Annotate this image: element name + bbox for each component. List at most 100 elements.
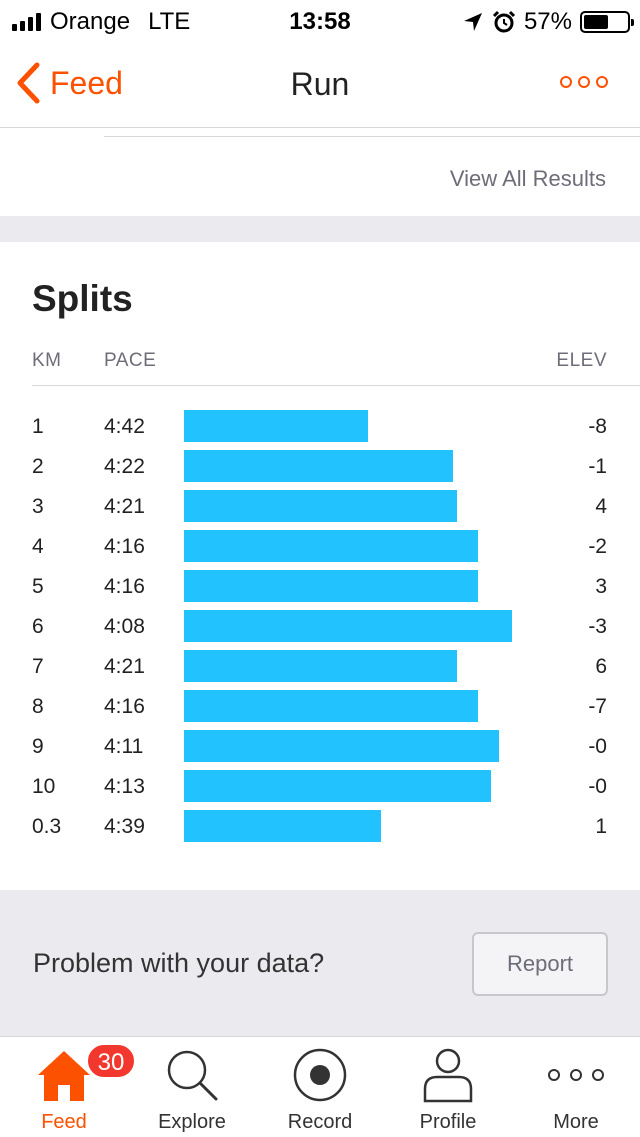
split-km: 9: [32, 735, 44, 758]
split-km: 6: [32, 615, 44, 638]
chevron-left-icon: [17, 62, 40, 104]
split-pace-bar: [184, 690, 478, 722]
split-elevation: -0: [588, 735, 607, 758]
page-title: Run: [290, 66, 350, 102]
split-pace-bar: [184, 730, 499, 762]
problem-text: Problem with your data?: [33, 948, 325, 978]
split-km: 5: [32, 575, 44, 598]
status-time: 13:58: [289, 8, 351, 35]
record-icon: [293, 1048, 347, 1102]
tab-label: Record: [287, 1111, 353, 1133]
split-elevation: 6: [595, 655, 607, 678]
pace-column-header: PACE: [104, 350, 157, 371]
elev-column-header: ELEV: [556, 350, 607, 371]
dot-icon: [596, 76, 608, 88]
more-options-button[interactable]: [560, 76, 608, 88]
split-pace: 4:16: [104, 695, 145, 718]
split-pace: 4:42: [104, 415, 145, 438]
tab-bar: 30 Feed Explore Record Profile: [0, 1036, 640, 1136]
tab-more[interactable]: More: [512, 1037, 640, 1137]
split-pace-bar: [184, 810, 381, 842]
navigation-bar: Feed Run: [0, 40, 640, 128]
alarm-icon: [492, 10, 516, 33]
split-pace: 4:16: [104, 535, 145, 558]
notification-badge: 30: [86, 1043, 136, 1079]
tab-feed[interactable]: 30 Feed: [0, 1037, 136, 1137]
report-button[interactable]: Report: [472, 932, 608, 996]
tab-label: Explore: [158, 1111, 226, 1133]
split-km: 1: [32, 415, 44, 438]
split-pace-bar: [184, 650, 457, 682]
split-row: 3 4:21 4: [0, 486, 640, 526]
problem-section: Problem with your data? Report: [0, 890, 640, 1036]
split-pace: 4:16: [104, 575, 145, 598]
split-elevation: -8: [588, 415, 607, 438]
split-elevation: -1: [588, 455, 607, 478]
split-pace-bar: [184, 490, 457, 522]
network-type: LTE: [148, 8, 191, 35]
split-elevation: -2: [588, 535, 607, 558]
signal-icon: [12, 13, 41, 31]
split-pace: 4:22: [104, 455, 145, 478]
dot-icon: [560, 76, 572, 88]
split-km: 0.3: [32, 815, 62, 838]
divider: [104, 136, 640, 137]
battery-icon: [580, 11, 634, 33]
split-elevation: -7: [588, 695, 607, 718]
split-km: 7: [32, 655, 44, 678]
battery-percent: 57%: [523, 8, 572, 35]
splits-card: Splits KM PACE ELEV 1 4:42 -8 2 4:22 -1 3 4:21 4…: [0, 242, 640, 890]
split-row: 1 4:42 -8: [0, 406, 640, 446]
section-separator: [0, 216, 640, 242]
split-elevation: 3: [595, 575, 607, 598]
split-elevation: 1: [595, 815, 607, 838]
split-km: 8: [32, 695, 44, 718]
dot-icon: [578, 76, 590, 88]
split-pace-bar: [184, 450, 453, 482]
split-km: 2: [32, 455, 44, 478]
split-row: 4 4:16 -2: [0, 526, 640, 566]
tab-explore[interactable]: Explore: [128, 1037, 256, 1137]
tab-label: More: [553, 1111, 599, 1133]
split-elevation: -0: [588, 775, 607, 798]
results-section: View All Results: [0, 128, 640, 216]
split-pace: 4:21: [104, 495, 145, 518]
carrier-name: Orange: [50, 8, 131, 35]
split-row: 6 4:08 -3: [0, 606, 640, 646]
split-row: 0.3 4:39 1: [0, 806, 640, 846]
location-arrow-icon: [463, 13, 482, 31]
split-pace-bar: [184, 530, 478, 562]
view-all-results-link[interactable]: View All Results: [449, 166, 606, 191]
more-icon: [548, 1069, 604, 1081]
split-pace: 4:39: [104, 815, 145, 838]
split-pace-bar: [184, 570, 478, 602]
split-km: 10: [32, 775, 56, 798]
split-elevation: 4: [595, 495, 607, 518]
tab-record[interactable]: Record: [256, 1037, 384, 1137]
tab-label: Feed: [41, 1111, 87, 1133]
status-bar: Orange LTE 13:58 57%: [0, 0, 640, 40]
split-row: 10 4:13 -0: [0, 766, 640, 806]
split-elevation: -3: [588, 615, 607, 638]
tab-label: Profile: [419, 1111, 477, 1133]
split-pace-bar: [184, 770, 491, 802]
header-divider: [32, 385, 640, 386]
split-row: 5 4:16 3: [0, 566, 640, 606]
split-pace: 4:13: [104, 775, 145, 798]
split-km: 4: [32, 535, 44, 558]
split-pace-bar: [184, 410, 368, 442]
profile-icon: [423, 1048, 473, 1103]
split-row: 9 4:11 -0: [0, 726, 640, 766]
split-km: 3: [32, 495, 44, 518]
split-row: 2 4:22 -1: [0, 446, 640, 486]
split-pace-bar: [184, 610, 512, 642]
split-pace: 4:11: [104, 735, 144, 758]
home-icon: [38, 1051, 90, 1101]
split-pace: 4:08: [104, 615, 145, 638]
back-button[interactable]: Feed: [16, 62, 123, 104]
split-pace: 4:21: [104, 655, 145, 678]
split-row: 7 4:21 6: [0, 646, 640, 686]
search-icon: [167, 1050, 218, 1101]
splits-title: Splits: [32, 278, 133, 319]
tab-profile[interactable]: Profile: [384, 1037, 512, 1137]
